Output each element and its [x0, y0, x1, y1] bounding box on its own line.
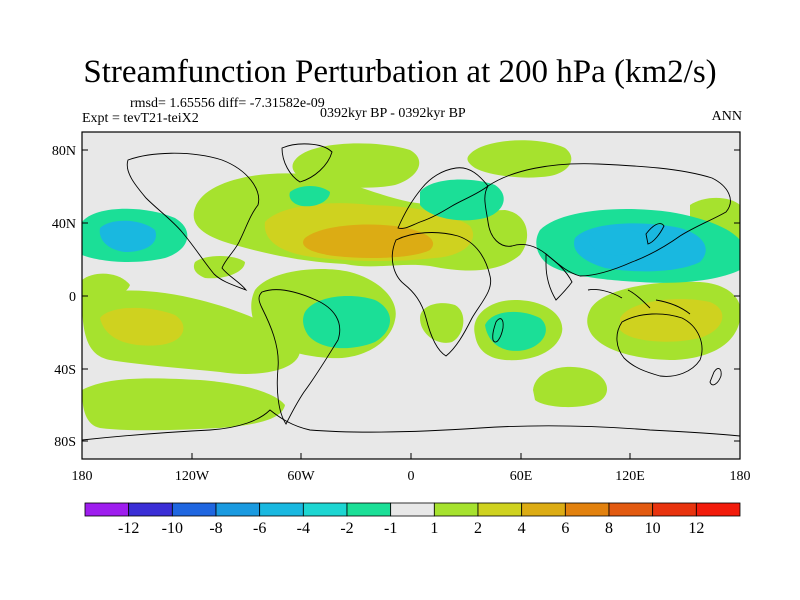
experiment-label: Expt = tevT21-teiX2	[82, 111, 199, 126]
colorbar-label: 1	[430, 520, 438, 537]
coastline-antarctica	[82, 409, 740, 441]
anomaly-region	[467, 140, 572, 178]
colorbar-label: -6	[253, 520, 266, 537]
colorbar-label: -2	[340, 520, 353, 537]
colorbar-box	[433, 502, 479, 517]
coastline-australia	[616, 313, 703, 377]
colorbar-box	[346, 502, 392, 517]
anomaly-region	[589, 228, 646, 256]
anomaly-region	[303, 296, 390, 349]
coastline-greenland	[281, 143, 333, 183]
lat-tick-label: 40N	[52, 217, 76, 232]
anomaly-fields	[82, 140, 740, 431]
anomaly-region	[303, 224, 434, 258]
colorbar-label: 6	[561, 520, 569, 537]
lon-tick-label: 180	[72, 469, 93, 484]
colorbar-box	[259, 502, 304, 517]
colorbar-label: -1	[384, 520, 397, 537]
lat-tick-marks	[82, 149, 740, 442]
map-title: Streamfunction Perturbation at 200 hPa (…	[83, 54, 717, 90]
lon-tick-label: 0	[408, 469, 415, 484]
colorbar-label: 2	[474, 520, 482, 537]
colorbar-label: -4	[297, 520, 310, 537]
coastline-south-america	[258, 289, 341, 425]
anomaly-region	[292, 143, 420, 188]
lat-tick-label: 80S	[54, 435, 76, 450]
colorbar-box	[215, 502, 261, 517]
colorbar-label: -12	[118, 520, 139, 537]
coastlines	[82, 143, 740, 441]
anomaly-region	[289, 186, 330, 207]
anomaly-region	[193, 256, 245, 279]
colorbar-box	[652, 502, 697, 517]
colorbar-box	[171, 502, 217, 517]
period-label: 0392kyr BP - 0392kyr BP	[320, 106, 466, 121]
colorbar-box	[564, 502, 610, 517]
anomaly-region	[100, 307, 184, 346]
lon-tick-label: 120E	[615, 469, 645, 484]
colorbar-label: 12	[688, 520, 704, 537]
colorbar-box	[477, 502, 523, 517]
stats-label: rmsd= 1.65556 diff= -7.31582e-09	[130, 96, 325, 111]
anomaly-region	[82, 378, 285, 431]
coastline-africa	[391, 232, 492, 357]
colorbar-box	[84, 502, 130, 517]
colorbar-label: -10	[162, 520, 183, 537]
colorbar-label: 4	[518, 520, 526, 537]
coastline-new-zealand	[709, 368, 722, 386]
colorbar-label: -8	[209, 520, 222, 537]
colorbar-box	[302, 502, 348, 517]
lon-tick-marks	[81, 453, 741, 459]
colorbar-box	[608, 502, 654, 517]
lat-tick-label: 80N	[52, 144, 76, 159]
colorbar-label: 8	[605, 520, 613, 537]
coastline-asia	[484, 163, 731, 277]
lon-tick-label: 120W	[175, 469, 210, 484]
lon-tick-label: 60W	[287, 469, 315, 484]
coastline-india	[545, 253, 573, 301]
lon-tick-label: 180	[730, 469, 751, 484]
colorbar-box	[390, 502, 435, 517]
lat-tick-label: 0	[69, 290, 76, 305]
colorbar-box	[128, 502, 173, 517]
lat-tick-label: 40S	[54, 363, 76, 378]
anomaly-region	[485, 311, 546, 351]
lon-tick-label: 60E	[510, 469, 533, 484]
anomaly-region	[533, 366, 608, 408]
anomaly-region	[82, 273, 130, 301]
colorbar-label: 10	[645, 520, 661, 537]
anomaly-region	[99, 220, 156, 252]
colorbar-box	[521, 502, 566, 517]
coastline-maritime-asia	[587, 289, 691, 315]
colorbar: -12 -10 -8 -6 -4 -2 -1 1 2 4 6 8 10 12	[84, 502, 741, 537]
coastline-japan	[645, 223, 665, 245]
season-label: ANN	[711, 109, 742, 124]
coastline-madagascar	[492, 318, 504, 343]
coastline-north-america	[126, 152, 260, 292]
colorbar-box	[695, 502, 741, 517]
